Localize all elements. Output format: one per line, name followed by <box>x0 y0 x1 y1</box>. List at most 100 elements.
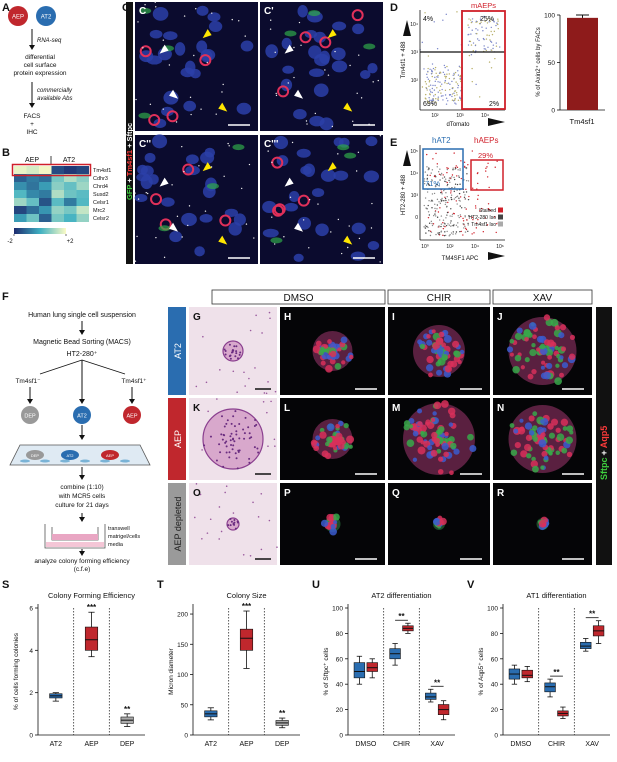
label: DMSO <box>510 741 532 748</box>
event-dot <box>475 83 477 86</box>
event-dot <box>469 19 472 21</box>
heatmap-cell <box>51 174 64 182</box>
label: Susd2 <box>93 192 109 198</box>
cell <box>315 340 322 347</box>
box <box>580 641 592 649</box>
label: H <box>284 312 291 323</box>
event-dot <box>467 24 469 26</box>
event-dot <box>449 83 451 86</box>
label: CHIR <box>427 293 451 304</box>
label: 50 <box>548 60 556 67</box>
event-dot <box>474 205 477 207</box>
event-dot <box>426 73 428 76</box>
event-dot <box>427 226 429 229</box>
nucleus <box>314 53 330 67</box>
event-dot <box>457 84 460 87</box>
event-dot <box>444 197 447 200</box>
label: ** <box>398 612 405 621</box>
event-dot <box>467 224 469 226</box>
header-box <box>211 289 386 305</box>
nucleus <box>223 348 226 351</box>
event-dot <box>433 89 436 91</box>
event-dot <box>443 234 446 237</box>
puncta <box>135 98 137 101</box>
nucleus <box>163 31 178 41</box>
nucleus <box>297 4 308 18</box>
label: 20 <box>336 707 344 714</box>
stroma <box>207 410 209 413</box>
puncta <box>231 18 233 21</box>
label: DEP <box>275 741 290 748</box>
event-dot <box>450 220 452 222</box>
event-dot <box>456 175 458 177</box>
nucleus <box>273 135 289 150</box>
gfp <box>158 225 171 232</box>
event-dot <box>442 71 445 74</box>
stain-ring <box>273 203 286 216</box>
cell <box>527 332 533 338</box>
puncta <box>137 198 140 200</box>
label: 80 <box>491 631 499 638</box>
stain-ring <box>148 113 161 126</box>
heatmap-cell <box>39 214 52 222</box>
event-dot <box>465 208 467 210</box>
label: 2 <box>29 690 33 697</box>
puncta <box>337 153 339 155</box>
cell <box>435 442 441 447</box>
stain-part: + <box>125 143 134 148</box>
puncta <box>275 94 278 97</box>
nucleus <box>352 23 365 35</box>
event-dot <box>430 99 432 102</box>
nucleus <box>226 419 229 422</box>
event-dot <box>423 204 425 207</box>
event-dot <box>431 222 433 225</box>
heatmap-cell <box>64 174 77 182</box>
pointer <box>327 29 337 39</box>
label: E <box>390 137 397 149</box>
event-dot <box>439 168 441 170</box>
label: AT2 <box>50 741 62 748</box>
label: matrigel/cells <box>108 534 140 540</box>
event-dot <box>485 170 487 172</box>
nucleus <box>230 520 233 523</box>
stroma <box>205 381 208 384</box>
label: DEP <box>24 414 36 420</box>
event-dot <box>471 150 474 152</box>
cell <box>436 448 442 454</box>
event-dot <box>440 191 442 194</box>
label: T <box>157 579 164 591</box>
cell <box>330 524 336 530</box>
puncta <box>308 247 310 249</box>
nucleus <box>207 12 221 22</box>
event-dot <box>462 217 464 220</box>
event-dot <box>436 216 439 218</box>
stroma <box>263 392 266 394</box>
event-dot <box>437 98 439 100</box>
row-label-box <box>168 307 186 395</box>
event-dot <box>425 98 427 100</box>
cell <box>426 339 433 346</box>
cell <box>453 350 461 358</box>
event-dot <box>449 94 451 96</box>
label: 60 <box>336 656 344 663</box>
event-dot <box>475 50 477 52</box>
gate-box <box>422 148 464 190</box>
puncta <box>238 20 240 22</box>
event-dot <box>424 93 427 96</box>
stroma <box>267 381 269 383</box>
label: AEP <box>126 414 137 420</box>
nucleus <box>169 231 183 243</box>
puncta <box>162 39 165 41</box>
event-dot <box>488 21 490 23</box>
event-dot <box>437 99 439 102</box>
stroma <box>260 548 263 551</box>
event-dot <box>457 175 460 177</box>
nucleus <box>315 223 329 237</box>
event-dot <box>481 207 483 210</box>
puncta <box>269 28 272 30</box>
event-dot <box>421 41 424 44</box>
cell <box>326 423 335 432</box>
event-dot <box>430 73 433 75</box>
label: 10⁰ <box>421 244 429 250</box>
cell <box>528 415 535 422</box>
